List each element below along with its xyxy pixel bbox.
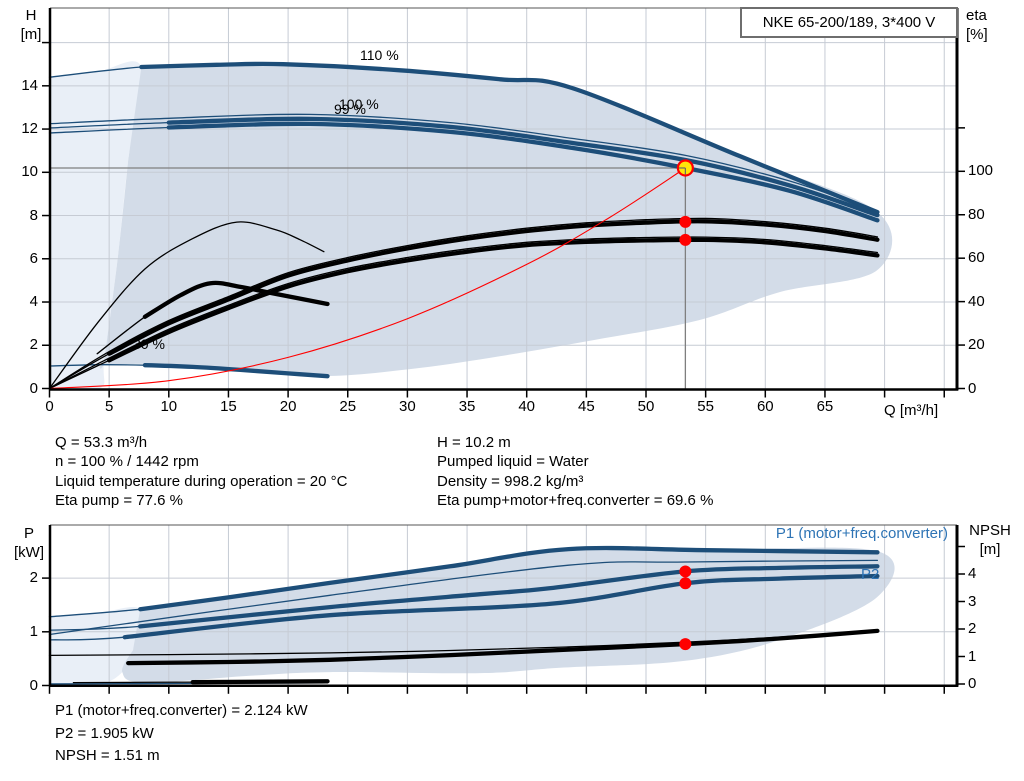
affinity-parabola [48,167,686,390]
eta-total-thick [107,237,880,363]
p2-110 [48,559,879,636]
eta-total-marker [679,233,692,246]
qh-100-thick [166,116,880,218]
npsh-marker [679,638,692,651]
eta-pump-thin [48,217,879,390]
qh-100-mains [48,113,879,212]
operating-envelope [99,63,893,377]
p2-100-thick [122,573,880,640]
eta-total-thin [48,236,879,390]
qh-110-thick [139,61,880,215]
p2-marker [679,577,692,590]
qh-99-thick [166,121,880,223]
qh-30-thick [142,363,330,379]
p1-marker [679,565,692,578]
eta-30 [48,221,325,390]
p1-110-thick [138,545,880,612]
p1-100-thick [138,564,880,629]
eta-pump-marker [679,215,692,228]
eta-30-total-thick [142,280,330,319]
operating-envelope-light [49,61,143,391]
npsh-30-thick [190,679,330,685]
eta-pump-thick [107,219,880,356]
power-envelope-light [49,607,143,685]
npsh-thick [126,628,880,666]
